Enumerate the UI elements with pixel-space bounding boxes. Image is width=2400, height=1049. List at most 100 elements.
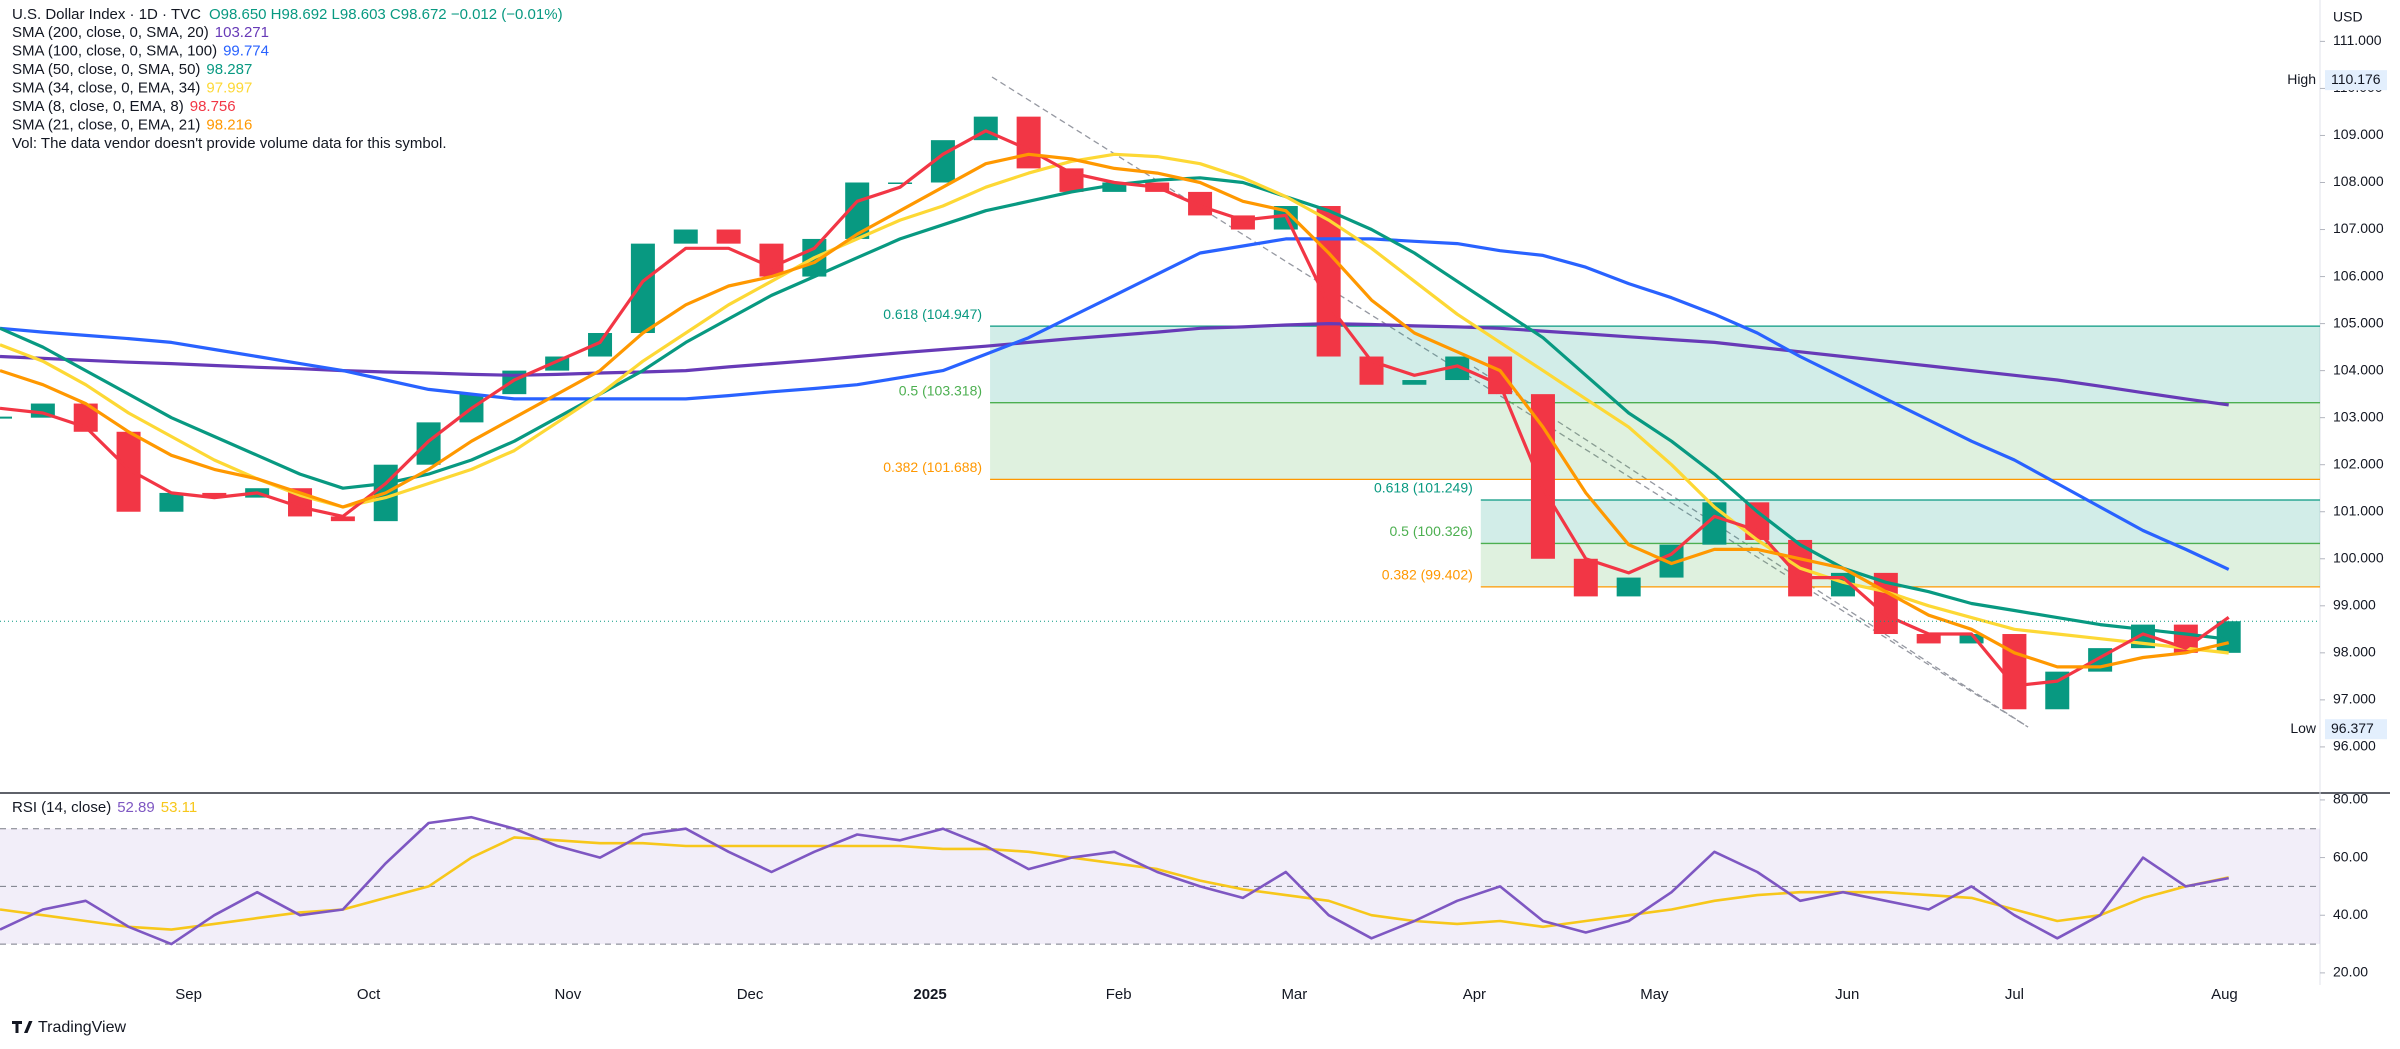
candle (1445, 356, 1470, 381)
logo: TradingView (12, 1019, 126, 1036)
candle (1959, 634, 1984, 644)
ohlc-values: O98.650 H98.692 L98.603 C98.672 −0.012 (… (209, 6, 563, 23)
y-tick-label: 108.000 (2333, 173, 2384, 189)
candle (116, 431, 141, 512)
moving-average-line (0, 152, 2229, 655)
legend-value: 98.287 (206, 61, 252, 78)
x-tick-label: Mar (1281, 986, 1307, 1003)
candle (2002, 634, 2027, 710)
fib-label: 0.382 (101.688) (883, 459, 982, 475)
y-tick-label: 99.000 (2333, 597, 2376, 613)
moving-average-line (0, 176, 2229, 641)
x-tick-label: Feb (1106, 986, 1132, 1003)
candle (1016, 116, 1041, 169)
y-tick-label: 40.00 (2333, 906, 2368, 922)
logo-text: TradingView (38, 1019, 126, 1036)
y-tick-label: 103.000 (2333, 408, 2384, 424)
candle (630, 243, 655, 334)
legend-header: U.S. Dollar Index · 1D · TVC O98.650 H98.… (12, 6, 563, 23)
x-tick-label: Jul (2005, 986, 2024, 1003)
plot-layer: 0.618 (104.947) 0.5 (103.318) 0.382 (101.6… (0, 116, 2320, 946)
extreme-value: 96.377 (2331, 720, 2374, 736)
candle (1916, 634, 1941, 644)
y-tick-label: 98.000 (2333, 644, 2376, 660)
legend-entry: SMA (34, close, 0, EMA, 34) 97.997 (12, 79, 252, 96)
y-tick-label: 105.000 (2333, 314, 2384, 330)
rsi-legend: RSI (14, close) 52.89 53.11 (12, 799, 197, 816)
legend-name: SMA (8, close, 0, EMA, 8) (12, 98, 184, 115)
extreme-label: Low (2290, 720, 2317, 736)
legend-name: RSI (14, close) (12, 799, 111, 816)
x-tick-label: Sep (175, 986, 202, 1003)
y-tick-label: 104.000 (2333, 361, 2384, 377)
extreme-value-box (2325, 70, 2387, 91)
candle (716, 229, 741, 244)
candle (1616, 577, 1641, 597)
candle (202, 492, 227, 498)
currency-label: USD (2333, 9, 2363, 25)
trend-line (1473, 366, 2029, 728)
moving-average-line (0, 152, 2230, 669)
volume-note: Vol: The data vendor doesn't provide vol… (12, 135, 447, 152)
y-tick-label: 97.000 (2333, 691, 2376, 707)
legend-entry: SMA (8, close, 0, EMA, 8) 98.756 (12, 98, 236, 115)
fib-zone (990, 402, 2320, 480)
extreme-value: 110.176 (2331, 71, 2381, 87)
legend-value: 97.997 (206, 79, 252, 96)
y-tick-label: 100.000 (2333, 549, 2384, 565)
legend-name: SMA (50, close, 0, SMA, 50) (12, 61, 200, 78)
candle (1402, 380, 1427, 385)
legend-value: 53.11 (161, 799, 197, 816)
y-tick-label: 106.000 (2333, 267, 2384, 283)
legend-name: SMA (21, close, 0, EMA, 21) (12, 116, 200, 133)
logo-mark (12, 1021, 33, 1033)
candle (1102, 182, 1127, 192)
y-tick-label: 96.000 (2333, 738, 2376, 754)
moving-average-line (0, 322, 2229, 407)
fib-label: 0.5 (103.318) (899, 382, 982, 398)
rsi-line (0, 815, 2229, 946)
legend-entry: SMA (21, close, 0, EMA, 21) 98.216 (12, 116, 252, 133)
legend-entry: SMA (200, close, 0, SMA, 20) 103.271 (12, 24, 269, 41)
legend-value: 98.756 (190, 98, 236, 115)
candle (159, 492, 184, 512)
y-tick-label: 60.00 (2333, 848, 2368, 864)
x-tick-label: Dec (737, 986, 764, 1003)
candle (1573, 558, 1598, 597)
candle (1530, 394, 1555, 559)
legend-entry: SMA (100, close, 0, SMA, 100) 99.774 (12, 42, 269, 59)
rsi-line (0, 836, 2229, 931)
x-tick-label: Jun (1835, 986, 1859, 1003)
legend-entry: SMA (50, close, 0, SMA, 50) 98.287 (12, 61, 252, 78)
candle (888, 182, 913, 184)
symbol-name: U.S. Dollar Index · 1D · TVC (12, 6, 201, 23)
candle (1316, 206, 1341, 357)
fib-label: 0.382 (99.402) (1382, 567, 1473, 583)
candle (673, 229, 698, 244)
legend-value: 52.89 (117, 799, 155, 816)
x-tick-label: Aug (2211, 986, 2238, 1003)
x-tick-label: May (1640, 986, 1669, 1003)
y-tick-label: 101.000 (2333, 502, 2384, 518)
extreme-value-box (2325, 719, 2387, 740)
legend-name: SMA (200, close, 0, SMA, 20) (12, 24, 209, 41)
x-tick-label: 2025 (913, 986, 946, 1003)
candle (759, 243, 784, 277)
x-tick-label: Apr (1463, 986, 1486, 1003)
extreme-label: High (2287, 71, 2316, 87)
y-tick-label: 109.000 (2333, 126, 2384, 142)
candle (330, 516, 355, 522)
fib-label: 0.618 (101.249) (1374, 480, 1473, 496)
y-tick-label: 111.000 (2333, 32, 2382, 48)
fib-label: 0.618 (104.947) (883, 306, 982, 322)
moving-average-line (0, 237, 2230, 571)
legend-value: 99.774 (223, 42, 269, 59)
y-tick-label: 107.000 (2333, 220, 2384, 236)
moving-average-line (0, 129, 2230, 688)
fib-label: 0.5 (100.326) (1390, 523, 1473, 539)
legend-value: 103.271 (215, 24, 269, 41)
x-tick-label: Nov (555, 986, 582, 1003)
legend-value: 98.216 (206, 116, 252, 133)
legend-name: SMA (34, close, 0, EMA, 34) (12, 79, 200, 96)
